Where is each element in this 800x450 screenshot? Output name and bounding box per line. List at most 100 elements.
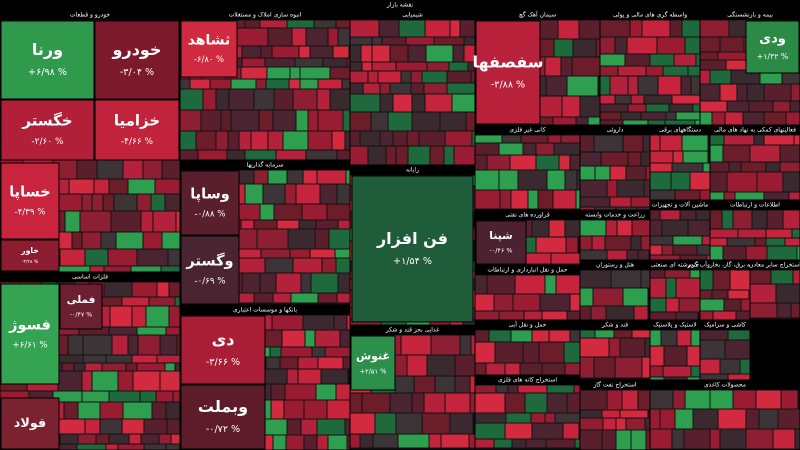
filler-tile [506, 413, 531, 423]
sector-title: داروئی [607, 127, 624, 134]
filler-tile [245, 20, 260, 28]
filler-tile [390, 393, 412, 413]
filler-tile [783, 172, 800, 192]
filler-tile [460, 335, 471, 355]
filler-tile [660, 135, 682, 151]
filler-tile [242, 46, 261, 58]
filler-tile [566, 237, 578, 253]
filler-tile [293, 89, 317, 110]
filler-tile [764, 84, 791, 101]
filler-tile [144, 444, 166, 450]
filler-tile [615, 95, 631, 104]
filler-tile [606, 220, 617, 236]
filler-tile [486, 363, 505, 375]
filler-tile [650, 190, 675, 200]
stock-change: -۳/۰۴ % [120, 67, 154, 78]
filler-tile [547, 170, 565, 190]
filler-tile [580, 180, 607, 197]
filler-tile [398, 434, 429, 448]
filler-tile [132, 306, 146, 327]
stock-tile [745, 20, 800, 74]
filler-tile [239, 131, 251, 150]
filler-tile [728, 330, 750, 340]
stock-tile [180, 315, 266, 385]
filler-tile [641, 270, 650, 288]
filler-tile [360, 131, 380, 146]
filler-tile [266, 357, 280, 369]
sector: فلزات اساسی فسوژ +۶/۶۱ % فولاد فملی -۰/۴۷ % [0, 271, 181, 450]
filler-tile [538, 20, 558, 39]
filler-tile [337, 150, 350, 160]
filler-tile [722, 210, 733, 229]
filler-tile [733, 210, 752, 229]
filler-tile [600, 95, 615, 104]
filler-tile [347, 315, 350, 330]
filler-tile [338, 28, 350, 46]
filler-tile [691, 366, 700, 377]
filler-tile [525, 393, 547, 413]
filler-tile [736, 311, 750, 320]
filler-tile [746, 429, 773, 449]
filler-tile [256, 79, 266, 89]
filler-tile [565, 363, 580, 375]
stock-tile [180, 384, 266, 450]
filler-tile [475, 393, 505, 413]
filler-tile [77, 444, 106, 450]
filler-tile [475, 275, 487, 294]
filler-tile [638, 390, 650, 410]
filler-tile [422, 413, 450, 434]
stock-name: غنوش [356, 349, 390, 362]
filler-tile [254, 89, 274, 110]
filler-tile [545, 57, 561, 76]
filler-tile [778, 409, 800, 429]
filler-tile [594, 357, 615, 378]
stock-change: -۶/۸۰ % [194, 54, 224, 64]
filler-tile [710, 192, 724, 200]
filler-tile [449, 62, 468, 71]
filler-tile [727, 172, 757, 192]
filler-tile [542, 311, 567, 320]
filler-tile [94, 179, 109, 194]
filler-tile [327, 400, 350, 419]
filler-tile [518, 385, 547, 393]
filler-tile [542, 363, 565, 375]
filler-tile [720, 429, 746, 449]
filler-tile [720, 359, 740, 374]
filler-tile [710, 246, 723, 260]
sector: خودرو و قطعات ورنا +۶/۹۸ % خودرو -۳/۰۴ % خگست… [0, 9, 181, 273]
filler-tile [310, 249, 335, 258]
filler-tile [475, 155, 487, 170]
filler-tile [425, 20, 450, 37]
filler-tile [50, 444, 77, 450]
filler-tile [335, 249, 350, 258]
sector-title: بیمه و بازنشستگی [727, 11, 773, 19]
filler-tile [221, 110, 231, 131]
filler-tile [580, 236, 592, 250]
filler-tile [160, 371, 180, 391]
filler-tile [327, 204, 350, 220]
filler-tile [242, 273, 260, 293]
filler-tile [317, 435, 328, 450]
filler-tile [175, 363, 180, 371]
filler-tile [259, 369, 287, 384]
filler-tile [362, 62, 372, 71]
filler-tile [427, 355, 455, 376]
sector-header [475, 125, 580, 135]
filler-tile [658, 76, 681, 95]
filler-tile [59, 266, 90, 272]
filler-tile [607, 390, 622, 410]
filler-tile [638, 76, 658, 95]
filler-tile [138, 335, 160, 355]
filler-tile [280, 357, 298, 369]
filler-tile [781, 390, 798, 409]
filler-tile [378, 71, 401, 83]
filler-tile [273, 435, 286, 450]
filler-tile [424, 83, 447, 94]
filler-tile [302, 204, 327, 220]
filler-tile [673, 151, 683, 163]
filler-tile [766, 162, 780, 172]
filler-tile [424, 393, 445, 413]
sector-title: انبوه سازی املاک و مستغلات [229, 11, 302, 19]
filler-tile [523, 143, 536, 155]
filler-tile [752, 210, 767, 229]
